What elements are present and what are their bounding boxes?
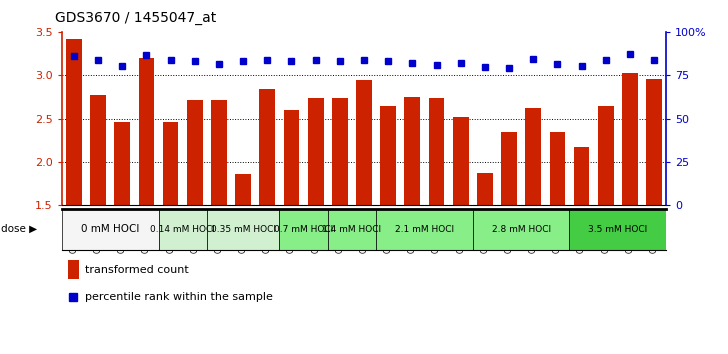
Bar	[114, 122, 130, 205]
Bar	[501, 132, 517, 205]
Bar	[472, 209, 569, 250]
Bar	[569, 209, 666, 250]
Bar	[405, 97, 420, 205]
Bar	[376, 209, 472, 250]
Bar	[163, 122, 178, 205]
Bar	[308, 98, 323, 205]
Bar	[138, 58, 154, 205]
Bar	[68, 261, 79, 279]
Text: 0.7 mM HOCl: 0.7 mM HOCl	[274, 225, 333, 234]
Text: dose ▶: dose ▶	[1, 224, 38, 234]
Text: 3.5 mM HOCl: 3.5 mM HOCl	[588, 225, 647, 234]
Text: transformed count: transformed count	[85, 264, 189, 275]
Bar	[574, 147, 590, 205]
Text: 0.35 mM HOCl: 0.35 mM HOCl	[210, 225, 276, 234]
Bar	[280, 209, 328, 250]
Text: 0.14 mM HOCl: 0.14 mM HOCl	[150, 225, 215, 234]
Bar	[159, 209, 207, 250]
Bar	[328, 209, 376, 250]
Bar	[380, 105, 396, 205]
Bar	[284, 110, 299, 205]
Text: 0 mM HOCl: 0 mM HOCl	[81, 224, 139, 234]
Text: percentile rank within the sample: percentile rank within the sample	[85, 292, 273, 302]
Bar	[526, 108, 541, 205]
Bar	[453, 117, 469, 205]
Text: 2.8 mM HOCl: 2.8 mM HOCl	[491, 225, 550, 234]
Bar	[62, 209, 159, 250]
Bar	[207, 209, 280, 250]
Bar	[332, 98, 348, 205]
Text: 1.4 mM HOCl: 1.4 mM HOCl	[323, 225, 381, 234]
Bar	[646, 79, 662, 205]
Bar	[477, 173, 493, 205]
Bar	[259, 89, 275, 205]
Bar	[235, 174, 251, 205]
Bar	[66, 39, 82, 205]
Text: 2.1 mM HOCl: 2.1 mM HOCl	[395, 225, 454, 234]
Bar	[550, 132, 565, 205]
Bar	[90, 95, 106, 205]
Bar	[356, 80, 372, 205]
Bar	[429, 98, 444, 205]
Text: GDS3670 / 1455047_at: GDS3670 / 1455047_at	[55, 11, 215, 25]
Bar	[211, 101, 227, 205]
Bar	[187, 101, 202, 205]
Bar	[598, 105, 614, 205]
Bar	[622, 74, 638, 205]
